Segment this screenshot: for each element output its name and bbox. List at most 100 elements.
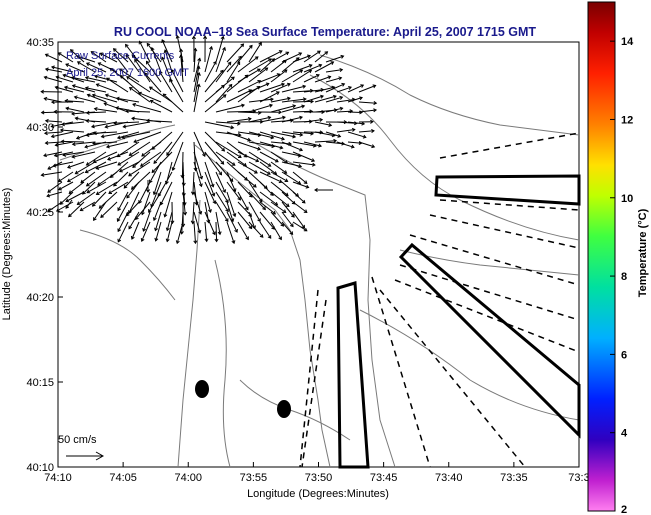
contour-line xyxy=(249,139,396,468)
colorbar-tick-label: 2 xyxy=(621,504,627,515)
current-vector-head xyxy=(318,63,323,68)
current-vector-head xyxy=(290,223,294,228)
scale-label: 50 cm/s xyxy=(58,434,97,446)
current-vector xyxy=(237,131,261,136)
current-vector-head xyxy=(301,104,306,109)
current-vector xyxy=(281,141,303,151)
current-vector-head xyxy=(59,128,64,133)
current-vector xyxy=(325,107,343,113)
current-vector-head xyxy=(193,47,198,52)
current-vector-head xyxy=(161,56,165,61)
current-vector xyxy=(204,181,216,204)
current-vector xyxy=(314,51,328,63)
current-vector xyxy=(281,69,303,83)
current-vector-head xyxy=(74,116,79,121)
current-vector xyxy=(60,129,85,133)
current-vector-head xyxy=(225,199,229,204)
current-vector-head xyxy=(71,84,76,89)
current-vector xyxy=(193,211,201,234)
x-tick-label: 73:3 xyxy=(568,472,589,484)
map-area: Raw Surface Currents April 25, 2007 1600… xyxy=(40,34,581,469)
current-vector xyxy=(270,141,292,145)
colorbar-tick-label: 12 xyxy=(621,114,633,126)
current-vector xyxy=(121,131,151,139)
current-vector-head xyxy=(257,218,261,223)
y-tick-label: 40:20 xyxy=(26,292,54,304)
current-vector-head xyxy=(214,238,219,243)
current-vector xyxy=(336,141,355,148)
current-vector-head xyxy=(162,93,167,98)
current-vector xyxy=(292,221,308,232)
current-vector xyxy=(281,52,302,63)
current-vector-head xyxy=(169,78,173,83)
current-vector xyxy=(94,75,118,83)
current-vector-head xyxy=(269,103,273,108)
current-vector-head xyxy=(52,163,57,168)
current-vector-head xyxy=(47,208,51,213)
current-vector xyxy=(248,201,261,222)
current-vector xyxy=(237,221,249,240)
current-vector xyxy=(237,191,249,210)
current-vector xyxy=(204,171,215,197)
current-vector-head xyxy=(152,191,157,196)
current-vector-head xyxy=(267,235,272,239)
current-vector-head xyxy=(113,121,117,126)
current-vector xyxy=(314,86,335,93)
x-tick-label: 74:10 xyxy=(44,472,72,484)
current-vector-head xyxy=(265,82,270,87)
current-vector-head xyxy=(90,51,95,55)
current-vector xyxy=(180,49,184,73)
current-vector xyxy=(292,55,311,63)
current-vector-head xyxy=(360,84,365,88)
current-vector-head xyxy=(86,93,91,98)
current-vector xyxy=(204,94,227,113)
current-vector xyxy=(237,111,261,114)
current-vector xyxy=(164,49,173,73)
current-vector-head xyxy=(264,67,269,71)
current-vector xyxy=(226,191,236,217)
current-vector-head xyxy=(362,134,367,139)
current-vector-head xyxy=(144,72,148,77)
current-vector xyxy=(171,69,184,93)
current-vector-head xyxy=(57,52,62,56)
current-vector-head xyxy=(236,121,241,126)
chart-title: RU COOL NOAA–18 Sea Surface Temperature:… xyxy=(114,25,537,39)
current-vector xyxy=(166,131,184,156)
current-vector-head xyxy=(84,86,89,91)
current-vector-head xyxy=(249,44,253,49)
current-vector-head xyxy=(40,110,45,115)
current-vector-head xyxy=(222,189,227,194)
current-vector xyxy=(292,171,308,184)
current-vector-head xyxy=(307,54,311,59)
current-vector xyxy=(182,181,186,206)
current-vector-head xyxy=(99,52,104,57)
current-vector-head xyxy=(196,71,201,76)
current-vector-head xyxy=(80,179,85,184)
current-vector xyxy=(292,110,313,113)
current-vector xyxy=(347,131,366,138)
current-vector-head xyxy=(212,200,217,205)
current-vector-head xyxy=(97,62,102,66)
current-vector xyxy=(237,141,261,150)
current-vector-head xyxy=(247,117,252,122)
current-vector-head xyxy=(231,240,236,245)
current-vector-head xyxy=(204,238,209,243)
current-vector xyxy=(226,171,236,192)
beam-line xyxy=(379,289,526,468)
current-vector xyxy=(87,94,107,103)
current-vector xyxy=(96,161,118,170)
current-vector-head xyxy=(330,61,335,65)
current-vector xyxy=(259,201,276,215)
current-vector-head xyxy=(128,87,133,91)
current-vector-head xyxy=(190,220,195,225)
current-vector-head xyxy=(284,178,289,182)
current-vector xyxy=(76,55,96,63)
contour-line xyxy=(194,144,331,468)
current-vector xyxy=(67,171,85,182)
current-vector-head xyxy=(95,191,100,195)
current-vector-head xyxy=(149,179,153,184)
current-vector-head xyxy=(247,137,252,142)
current-vector xyxy=(72,85,96,93)
current-vector xyxy=(204,221,208,242)
current-vector xyxy=(154,211,162,231)
